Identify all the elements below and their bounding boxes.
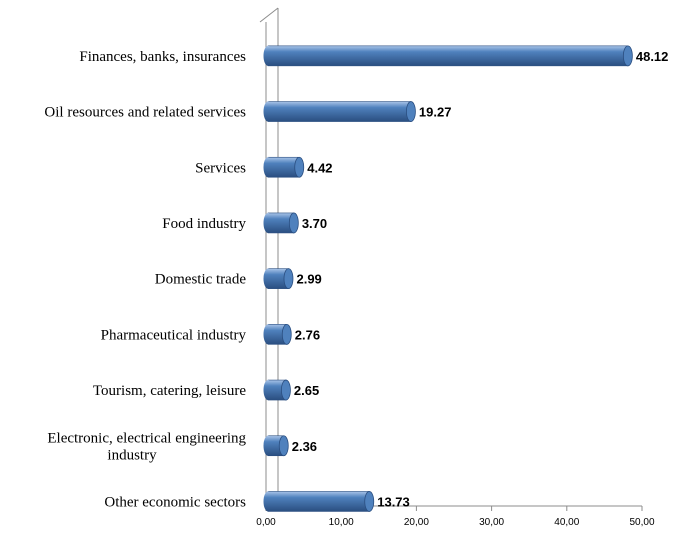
wall-top-edge	[259, 7, 279, 23]
category-label: Oil resources and related services	[44, 105, 246, 121]
bar-start-cap	[263, 491, 273, 512]
bar-value-label: 13.73	[377, 494, 410, 509]
bar-value-label: 2.99	[296, 272, 321, 287]
bar-start-cap	[263, 101, 273, 122]
category-label: Pharmaceutical industry	[101, 327, 247, 343]
chart-labels: 48.12 Finances, banks, insurances 19.27 Oil…	[44, 49, 668, 511]
x-tick-label: 30,00	[479, 517, 504, 528]
bar-end-cap	[278, 435, 289, 457]
bar-start-cap	[263, 324, 273, 345]
bar-end-cap	[364, 491, 375, 512]
category-label: Services	[195, 160, 246, 176]
category-label: Other economic sectors	[104, 494, 246, 510]
category-label: industry	[107, 447, 157, 463]
chart-bars	[263, 45, 633, 512]
x-tick-label: 40,00	[554, 517, 579, 528]
bar-end-cap	[281, 379, 291, 401]
bar-value-label: 2.36	[292, 439, 317, 454]
bar-value-label: 3.70	[302, 216, 327, 231]
bar-value-label: 48.12	[636, 49, 669, 64]
bar-start-cap	[263, 268, 273, 289]
bar-end-cap	[281, 323, 292, 345]
bar-start-cap	[263, 380, 273, 401]
x-tick-label: 10,00	[329, 517, 354, 528]
bar-end-cap	[294, 156, 305, 178]
bar-start-cap	[263, 45, 273, 66]
category-label: Tourism, catering, leisure	[93, 383, 246, 399]
category-label: Finances, banks, insurances	[79, 49, 246, 65]
bar	[267, 101, 412, 122]
bar-value-label: 2.65	[294, 383, 319, 398]
bar	[267, 491, 370, 512]
bar-end-cap	[406, 101, 416, 122]
category-label: Electronic, electrical engineering	[47, 430, 246, 446]
bar-value-label: 19.27	[419, 105, 452, 120]
bar-value-label: 2.76	[295, 327, 320, 342]
bar-start-cap	[263, 435, 273, 456]
category-label: Domestic trade	[155, 272, 247, 288]
bar-start-cap	[263, 157, 273, 178]
x-tick-label: 0,00	[256, 517, 276, 528]
bar-end-cap	[622, 45, 633, 67]
x-tick-label: 20,00	[404, 517, 429, 528]
x-tick-label: 50,00	[629, 517, 654, 528]
bar-end-cap	[283, 268, 294, 290]
bar-end-cap	[288, 212, 299, 234]
bar	[267, 45, 629, 67]
category-label: Food industry	[162, 216, 246, 232]
bar-start-cap	[263, 212, 273, 233]
bar-value-label: 4.42	[307, 160, 332, 175]
